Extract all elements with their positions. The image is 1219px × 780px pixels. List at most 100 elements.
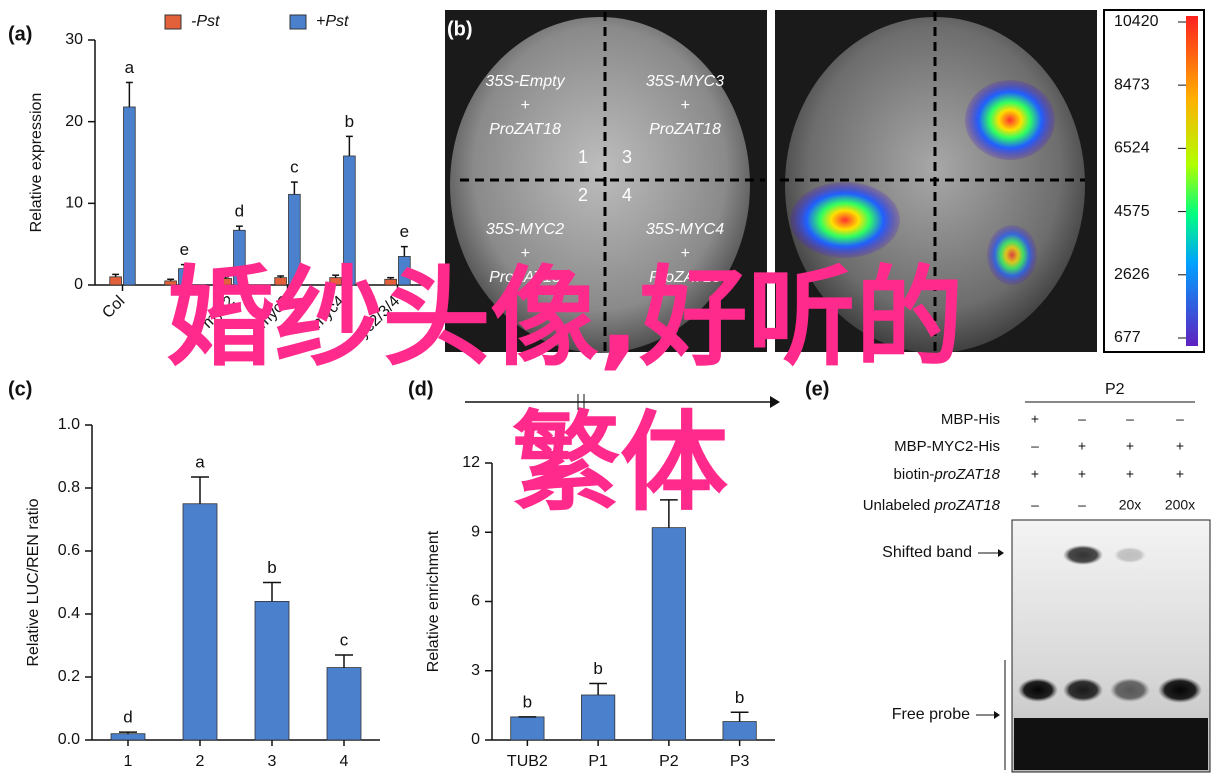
significance-letter: d [123, 708, 132, 727]
significance-letter: c [340, 630, 349, 649]
y-tick-label: 12 [462, 454, 480, 471]
legend-swatch [289, 14, 307, 30]
y-tick-label: 0.6 [58, 542, 80, 559]
y-tick-label: 9 [471, 523, 480, 540]
x-tick-label: 1 [124, 753, 133, 770]
x-tick-label: 2 [196, 753, 205, 770]
lane-cell: – [1031, 497, 1039, 513]
lane-cell: + [1176, 466, 1184, 482]
bar [581, 694, 616, 741]
row-label-italic: proZAT18 [933, 497, 1000, 514]
y-axis-label: Relative enrichment [425, 530, 442, 672]
row-label-text: MBP-MYC2-His [894, 438, 1000, 455]
y-tick-label: 6 [471, 593, 480, 610]
row-label: Unlabeled proZAT18 [863, 497, 1001, 514]
promoter-label: ProZAT18 [489, 269, 561, 286]
lane-cell: – [1176, 411, 1184, 427]
row-label-text: biotin- [894, 466, 935, 483]
lane-cell: + [1126, 466, 1134, 482]
plus-label: + [680, 97, 689, 114]
y-tick-label: 20 [65, 113, 83, 130]
lane-cell: + [1126, 438, 1134, 454]
x-tick-label: 4 [340, 753, 349, 770]
gel-band [1158, 677, 1202, 703]
row-label: biotin-proZAT18 [894, 466, 1001, 483]
overlay-text: 婚纱头像,好听的 [166, 256, 963, 381]
significance-letter: e [180, 240, 189, 259]
luminescence-spot [790, 182, 900, 258]
bar [254, 601, 290, 741]
plus-label: + [520, 97, 529, 114]
gel-band [1018, 678, 1058, 702]
panel-label: (e) [805, 378, 829, 400]
significance-letter: e [400, 222, 409, 241]
band-label: Free probe [892, 706, 970, 723]
row-label-italic: proZAT18 [933, 466, 1000, 483]
colorbar [1186, 16, 1198, 346]
construct-label: 35S-MYC2 [486, 221, 564, 238]
lane-cell: – [1078, 497, 1086, 513]
y-tick-label: 0.2 [58, 668, 80, 685]
plus-label: + [680, 245, 689, 262]
x-tick-label: P1 [588, 753, 608, 770]
bar [651, 527, 686, 741]
y-tick-label: 0.4 [58, 605, 80, 622]
significance-letter: c [290, 158, 299, 177]
y-tick-label: 10 [65, 195, 83, 212]
construct-label: 35S-Empty [485, 73, 565, 90]
colorbar-tick-label: 4575 [1114, 203, 1150, 220]
row-label-text: MBP-His [941, 411, 1000, 428]
significance-letter: b [593, 659, 602, 678]
legend-label: -Pst [191, 13, 220, 30]
y-axis-label: Relative expression [28, 93, 45, 233]
significance-letter: a [195, 452, 205, 471]
significance-letter: b [345, 112, 354, 131]
overlay-text: 繁体 [512, 401, 728, 526]
quadrant-number: 3 [622, 147, 632, 167]
legend-label: +Pst [316, 13, 349, 30]
arrow-head [994, 711, 1000, 719]
bar [182, 503, 218, 741]
gel-band [1063, 678, 1103, 702]
y-tick-label: 1.0 [58, 416, 80, 433]
panel-label: (c) [8, 378, 32, 400]
group-label: P2 [1105, 381, 1125, 398]
gel-band [1114, 547, 1146, 563]
lane-cell: – [1078, 411, 1086, 427]
x-tick-label: P3 [730, 753, 750, 770]
promoter-label: ProZAT18 [649, 121, 721, 138]
bar [110, 733, 146, 741]
gel-band [1110, 678, 1150, 702]
colorbar-tick-label: 2626 [1114, 266, 1150, 283]
x-tick-label: Col [99, 293, 128, 322]
luminescence-spot [987, 225, 1037, 285]
y-tick-label: 30 [65, 31, 83, 48]
colorbar-tick-label: 6524 [1114, 140, 1150, 157]
y-tick-label: 0 [74, 276, 83, 293]
overlay: 婚纱头像,好听的 繁体 [166, 256, 963, 526]
promoter-label: ProZAT18 [649, 269, 721, 286]
panel-b-images [445, 9, 1205, 353]
leaf [450, 17, 750, 353]
arrow-head [998, 549, 1004, 557]
construct-label: 35S-MYC3 [646, 73, 724, 90]
lane-cell: 200x [1165, 497, 1195, 513]
significance-letter: b [523, 692, 532, 711]
x-tick-label: 3 [268, 753, 277, 770]
bar [722, 721, 757, 741]
colorbar-tick-label: 10420 [1114, 13, 1159, 30]
bar [123, 106, 136, 286]
lane-cell: + [1078, 438, 1086, 454]
quadrant-number: 2 [578, 185, 588, 205]
bar [326, 667, 362, 741]
panel-label: (b) [447, 18, 473, 40]
lane-cell: – [1126, 411, 1134, 427]
row-label: MBP-His [941, 411, 1000, 428]
significance-letter: d [235, 202, 244, 221]
y-tick-label: 0.0 [58, 731, 80, 748]
y-tick-label: 0.8 [58, 479, 80, 496]
row-label-text: Unlabeled [863, 497, 935, 514]
lane-cell: + [1031, 411, 1039, 427]
significance-letter: b [735, 688, 744, 707]
